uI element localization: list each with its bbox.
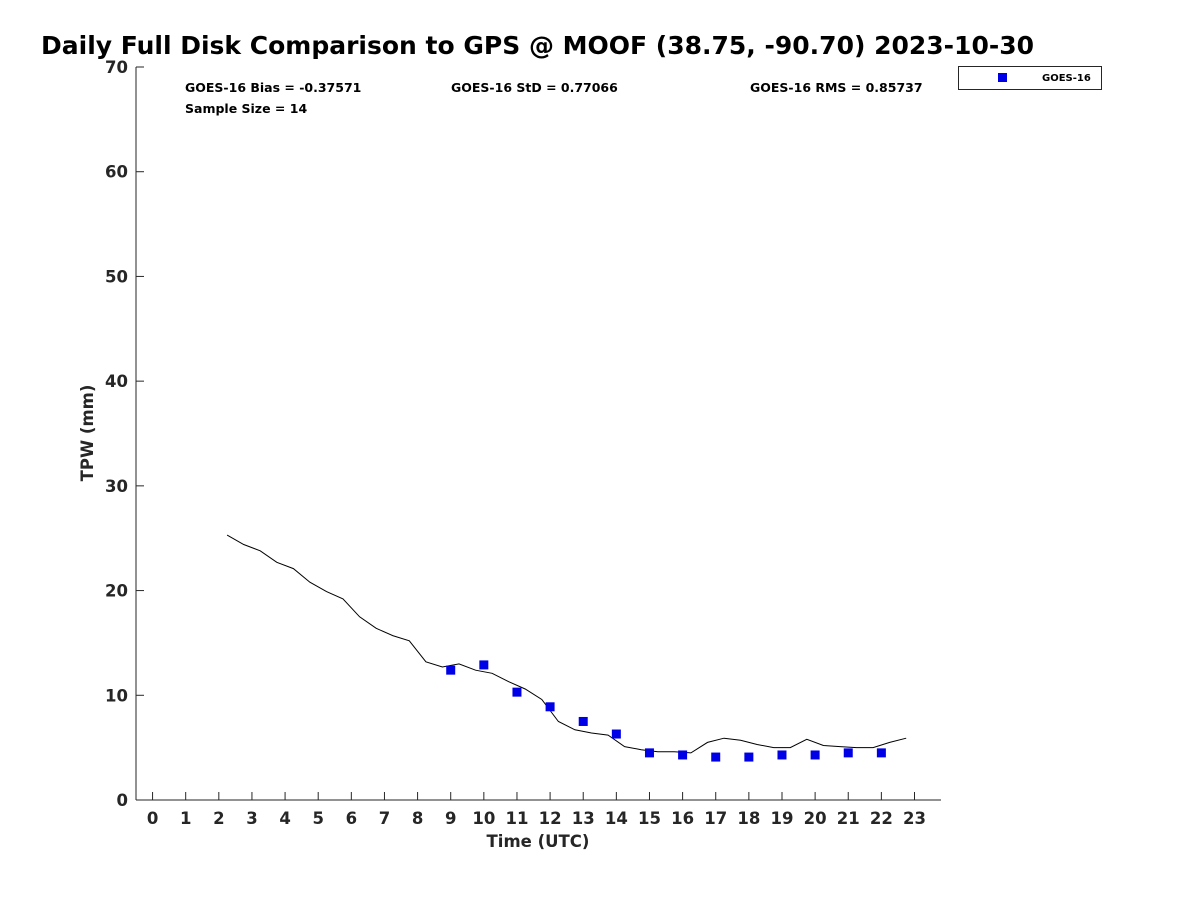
x-tick-label: 19 [771, 809, 794, 828]
goes16-point [578, 716, 588, 726]
goes16-point [512, 687, 522, 697]
x-tick-label: 6 [346, 809, 357, 828]
x-tick-label: 15 [638, 809, 661, 828]
rms-stat: GOES-16 RMS = 0.85737 [750, 80, 923, 95]
x-tick-label: 10 [472, 809, 495, 828]
legend-marker-goes16 [998, 73, 1007, 82]
y-tick-label: 10 [105, 686, 128, 705]
x-tick-label: 2 [213, 809, 224, 828]
x-tick-label: 17 [704, 809, 727, 828]
y-tick-label: 30 [105, 477, 128, 496]
goes16-point [678, 750, 688, 760]
x-tick-label: 23 [903, 809, 926, 828]
gps-series [226, 534, 907, 754]
goes16-point [810, 750, 820, 760]
legend: GOES-16 [958, 66, 1102, 90]
goes16-point [876, 748, 886, 758]
goes16-point [711, 752, 721, 762]
x-tick-label: 4 [279, 809, 290, 828]
sample-size-stat: Sample Size = 14 [185, 101, 307, 116]
x-tick-label: 5 [312, 809, 323, 828]
x-tick-label: 11 [505, 809, 528, 828]
x-tick-label: 9 [445, 809, 456, 828]
gps-series-line [226, 534, 907, 754]
y-tick-label: 70 [105, 58, 128, 77]
x-tick-label: 14 [605, 809, 628, 828]
x-tick-label: 18 [737, 809, 760, 828]
x-axis-ticks: 0 1 2 3 4 5 6 7 8 9 10 11 12 13 14 15 16 17 18 19 20 21 22 23 [147, 792, 926, 828]
goes16-point [843, 748, 853, 758]
goes16-point [479, 660, 489, 670]
x-tick-label: 3 [246, 809, 257, 828]
legend-box [958, 66, 1102, 90]
y-tick-label: 20 [105, 582, 128, 601]
x-tick-label: 8 [412, 809, 423, 828]
goes16-point [777, 750, 787, 760]
bias-stat: GOES-16 Bias = -0.37571 [185, 80, 361, 95]
x-tick-label: 20 [804, 809, 827, 828]
x-axis-label: Time (UTC) [487, 832, 590, 851]
stats-annotations: GOES-16 Bias = -0.37571 GOES-16 StD = 0.… [185, 80, 923, 116]
x-tick-label: 12 [539, 809, 562, 828]
goes16-series [446, 660, 886, 762]
x-tick-label: 0 [147, 809, 158, 828]
goes16-point [611, 729, 621, 739]
x-tick-label: 21 [837, 809, 860, 828]
y-axis-ticks: 0 10 20 30 40 50 60 70 [105, 58, 144, 810]
legend-label-goes16: GOES-16 [1042, 73, 1091, 84]
goes16-point [446, 665, 456, 675]
x-tick-label: 7 [379, 809, 390, 828]
y-tick-label: 40 [105, 372, 128, 391]
x-tick-label: 1 [180, 809, 191, 828]
y-tick-label: 60 [105, 163, 128, 182]
std-stat: GOES-16 StD = 0.77066 [451, 80, 618, 95]
y-tick-label: 50 [105, 267, 128, 286]
y-axis-label: TPW (mm) [78, 385, 97, 482]
y-tick-label: 0 [117, 791, 128, 810]
chart-title: Daily Full Disk Comparison to GPS @ MOOF… [41, 31, 1034, 60]
x-tick-label: 13 [572, 809, 595, 828]
x-tick-label: 16 [671, 809, 694, 828]
x-tick-label: 22 [870, 809, 893, 828]
goes16-point [644, 748, 654, 758]
goes16-point [545, 702, 555, 712]
goes16-point [744, 752, 754, 762]
